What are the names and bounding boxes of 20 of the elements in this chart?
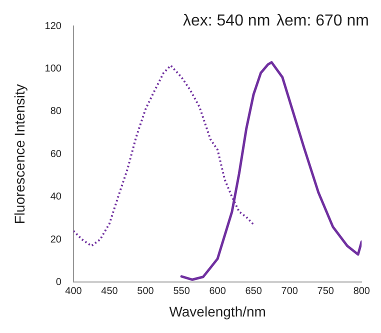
- x-axis-title: Wavelength/nm: [169, 303, 266, 320]
- annotation: λem: 670 nm: [276, 12, 369, 30]
- x-tick-label: 500: [137, 286, 154, 297]
- annotation: λex: 540 nm: [182, 12, 270, 30]
- y-tick-label: 0: [56, 276, 62, 288]
- y-tick-label: 60: [50, 148, 62, 160]
- y-tick-label: 20: [50, 234, 62, 246]
- x-tick-label: 400: [65, 286, 82, 297]
- x-tick-label: 700: [281, 286, 298, 297]
- x-tick-label: 800: [353, 286, 370, 297]
- y-axis-title: Fluorescence Intensity: [11, 84, 28, 224]
- x-tick-label: 750: [317, 286, 334, 297]
- y-tick-label: 120: [44, 20, 62, 32]
- x-tick-label: 450: [101, 286, 118, 297]
- y-tick-label: 40: [50, 192, 62, 203]
- y-tick-label: 100: [44, 63, 62, 74]
- y-tick-label: 80: [50, 106, 62, 118]
- x-tick-label: 550: [173, 286, 190, 297]
- x-tick-label: 600: [209, 286, 226, 297]
- x-tick-label: 650: [245, 286, 262, 297]
